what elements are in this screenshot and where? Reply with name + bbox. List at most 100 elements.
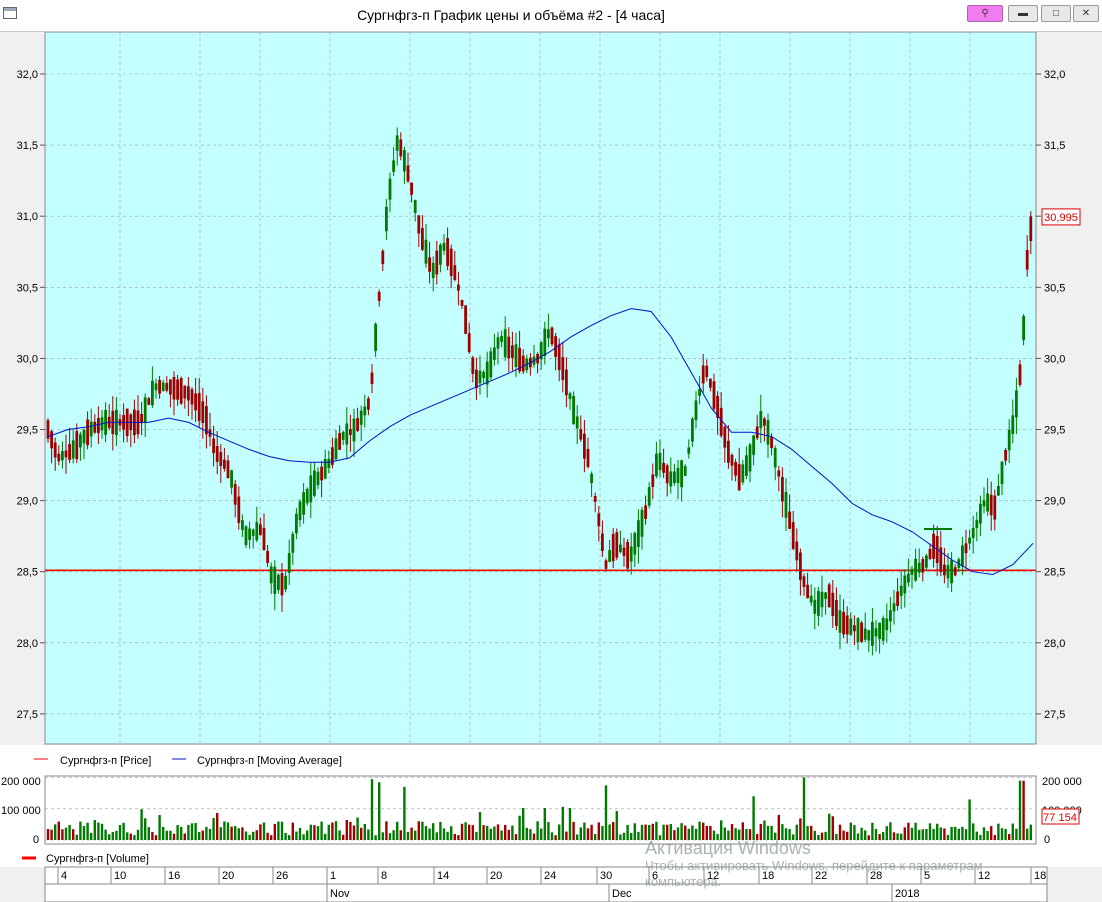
volume-bar xyxy=(190,823,194,840)
app-window-icon[interactable] xyxy=(3,7,17,19)
volume-bar xyxy=(46,829,50,840)
volume-bar xyxy=(237,828,240,840)
volume-bar xyxy=(925,829,928,840)
volume-bar xyxy=(1004,828,1007,840)
price-tick-right: 30,5 xyxy=(1044,282,1065,294)
maximize-button[interactable]: □ xyxy=(1041,5,1071,22)
date-day-label: 10 xyxy=(114,870,126,882)
volume-bar xyxy=(889,822,892,840)
volume-bar xyxy=(320,821,323,840)
volume-bar xyxy=(914,822,917,840)
last-price-box: 30,995 xyxy=(1041,208,1081,226)
volume-bar xyxy=(813,830,816,840)
volume-bar xyxy=(205,826,208,840)
candle-body xyxy=(842,611,845,635)
candle-body xyxy=(658,452,662,471)
candle-body xyxy=(442,242,446,251)
candle-body xyxy=(601,533,604,551)
candle-body xyxy=(291,533,295,553)
price-axis-left: 32,0 31,5 31,0 30,5 30,0 29,5 29,0 28,5 28,0 27,5 xyxy=(17,69,38,721)
candle-body xyxy=(896,591,899,606)
volume-bar xyxy=(82,825,86,840)
candle-body xyxy=(475,369,478,389)
volume-bar xyxy=(741,822,744,840)
volume-bar xyxy=(219,827,222,840)
candle-body xyxy=(50,431,53,449)
volume-bar xyxy=(684,825,687,840)
candle-body xyxy=(824,592,827,599)
close-button[interactable]: ✕ xyxy=(1073,5,1099,22)
pin-button[interactable]: ⚲ xyxy=(967,5,1003,22)
candle-body xyxy=(345,423,349,445)
watermark-line-3: компьютера. xyxy=(645,874,722,889)
candle-body xyxy=(971,527,975,538)
volume-bar xyxy=(154,835,158,840)
candle-body xyxy=(489,351,493,378)
volume-bar xyxy=(604,785,608,840)
candle-body xyxy=(241,520,244,530)
volume-bar xyxy=(468,824,471,840)
volume-bar xyxy=(273,824,276,840)
candle-body xyxy=(547,329,550,339)
volume-bar xyxy=(442,828,446,840)
price-panel[interactable] xyxy=(44,32,1037,745)
candle-body xyxy=(583,433,586,459)
volume-bar xyxy=(590,824,593,840)
candle-body xyxy=(482,372,485,379)
candle-body xyxy=(1025,250,1029,270)
volume-bar xyxy=(547,822,550,840)
volume-bar xyxy=(90,832,93,840)
volume-bar xyxy=(572,821,575,840)
candle-body xyxy=(701,365,705,384)
volume-bar xyxy=(900,833,903,840)
legend-volume: Сургнфгз-п [Volume] xyxy=(46,853,149,865)
date-month-label: 2018 xyxy=(895,888,919,900)
price-tick-left: 32,0 xyxy=(17,69,38,81)
volume-bar xyxy=(482,825,485,840)
volume-bar xyxy=(907,822,910,840)
candle-body xyxy=(370,372,374,385)
volume-bar xyxy=(291,822,294,840)
volume-bar xyxy=(158,815,161,840)
volume-bar xyxy=(133,835,136,840)
candle-body xyxy=(950,560,953,584)
volume-bar xyxy=(712,830,716,840)
candle-body xyxy=(172,377,176,400)
candle-body xyxy=(806,584,809,599)
volume-bar xyxy=(1022,780,1025,840)
volume-bar xyxy=(943,828,946,840)
candle-body xyxy=(737,464,741,491)
volume-bar xyxy=(518,815,521,840)
candle-body xyxy=(183,385,187,399)
date-day-label: 20 xyxy=(222,870,234,882)
volume-bar xyxy=(648,825,651,840)
date-day-label: 26 xyxy=(276,870,288,882)
volume-bar xyxy=(936,823,939,840)
volume-bar xyxy=(1026,828,1029,840)
candle-body xyxy=(403,150,406,172)
volume-bar xyxy=(982,827,986,840)
candle-body xyxy=(705,365,709,378)
volume-bar xyxy=(172,833,176,840)
candle-body xyxy=(874,628,878,637)
candle-body xyxy=(849,618,853,635)
volume-bar xyxy=(471,825,474,840)
candle-body xyxy=(417,215,421,234)
volume-bar xyxy=(993,835,996,840)
minimize-button[interactable]: ▬ xyxy=(1008,5,1038,22)
candle-body xyxy=(266,550,269,563)
candle-body xyxy=(359,410,363,425)
date-month-label: Dec xyxy=(612,888,632,900)
price-tick-right: 27,5 xyxy=(1044,709,1065,721)
volume-bar xyxy=(817,834,820,840)
volume-bar xyxy=(79,821,82,840)
candle-body xyxy=(381,250,385,265)
candle-body xyxy=(989,494,993,516)
candle-body xyxy=(986,493,989,512)
volume-bar xyxy=(122,822,125,840)
candle-body xyxy=(316,471,320,486)
candle-body xyxy=(93,421,97,433)
chart-area[interactable]: 32,0 31,5 31,0 30,5 30,0 29,5 29,0 28,5 28,0 27,5… xyxy=(0,32,1102,902)
volume-bar xyxy=(478,812,482,840)
candle-body xyxy=(673,471,676,483)
